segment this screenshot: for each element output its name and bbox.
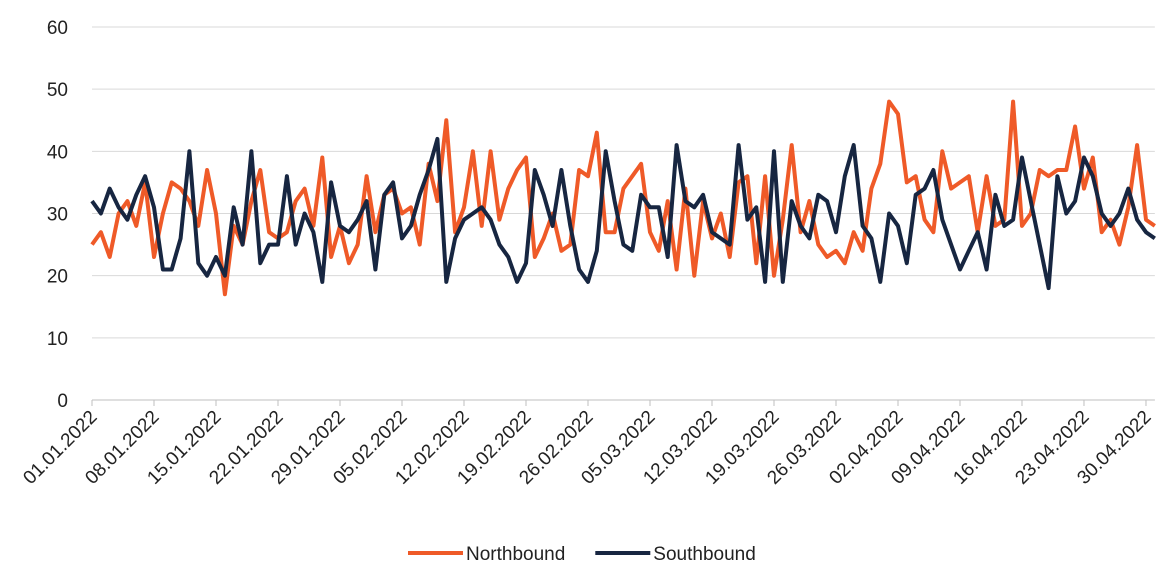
y-tick-label: 30 (47, 205, 68, 226)
y-tick-label: 0 (57, 391, 68, 412)
y-tick-label: 20 (47, 267, 68, 288)
y-tick-label: 10 (47, 329, 68, 350)
y-tick-label: 50 (47, 80, 68, 101)
series-line (90, 136, 1156, 291)
legend-label: Southbound (653, 544, 756, 565)
legend-label: Northbound (466, 544, 565, 565)
y-tick-label: 60 (47, 18, 68, 39)
y-tick-label: 40 (47, 142, 68, 163)
